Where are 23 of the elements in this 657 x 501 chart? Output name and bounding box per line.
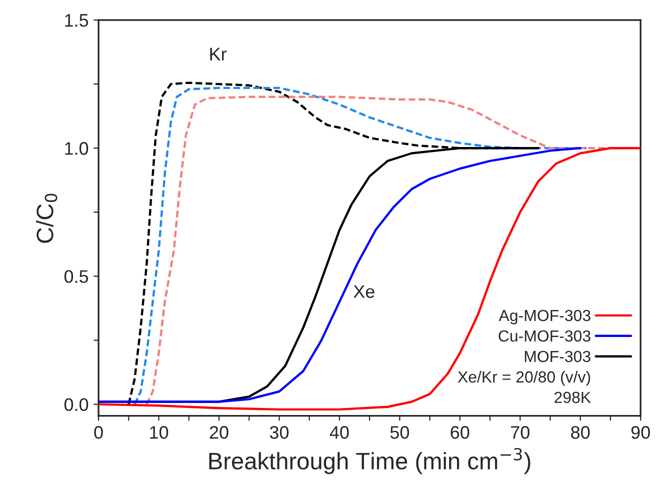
x-tick-label: 90	[631, 426, 650, 439]
x-tick-label: 60	[450, 426, 470, 439]
x-tick-label: 0	[94, 426, 103, 439]
y-tick-label: 0.0	[64, 398, 88, 412]
annotation: Xe	[354, 285, 374, 298]
x-tick-label: 50	[390, 426, 410, 439]
x-tick-label: 70	[511, 426, 530, 439]
annotation: Kr	[210, 48, 227, 60]
x-tick-label: 80	[571, 426, 590, 439]
x-axis-title: Breakthrough Time (min cm$^{−3}$)	[209, 448, 530, 474]
legend-label: Ag-MOF-303	[498, 310, 590, 324]
y-axis-title: C/C$_{0}$	[36, 194, 58, 243]
x-tick-label: 40	[330, 426, 349, 439]
x-tick-label: 20	[210, 426, 228, 439]
legend-label: Cu-MOF-303	[498, 330, 590, 342]
annotation: Xe/Kr = 20/80 (v/v)	[458, 370, 590, 386]
y-tick-label: 1.0	[65, 142, 88, 155]
y-tick-label: 0.5	[64, 270, 88, 283]
y-tick-label: 1.5	[65, 14, 88, 27]
x-tick-label: 30	[270, 426, 289, 439]
x-tick-label: 10	[150, 426, 168, 439]
annotation: 298K	[554, 392, 591, 404]
legend-label: MOF-303	[524, 350, 590, 362]
